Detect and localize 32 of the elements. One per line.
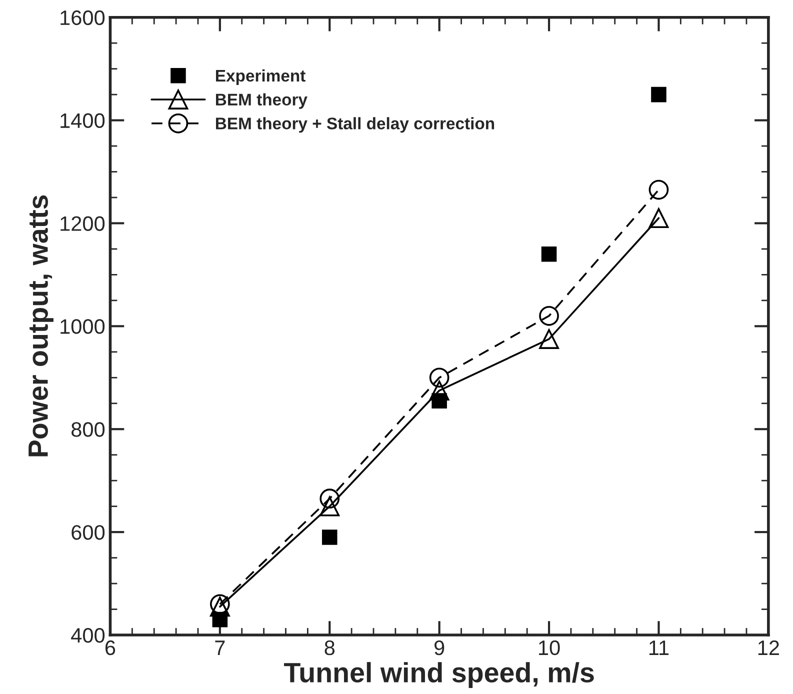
x-tick-label: 8 bbox=[324, 640, 335, 656]
point bbox=[648, 180, 669, 200]
y-tick-label: 1400 bbox=[60, 113, 105, 128]
legend-label: BEM theory + Stall delay correction bbox=[216, 117, 494, 133]
point bbox=[539, 306, 559, 326]
point bbox=[651, 86, 666, 102]
legend-label: BEM theory bbox=[216, 93, 308, 109]
point bbox=[429, 368, 450, 388]
point bbox=[320, 496, 340, 516]
point bbox=[539, 329, 559, 349]
x-tick-label: 9 bbox=[434, 640, 444, 656]
x-axis-title: Tunnel wind speed, m/s bbox=[284, 662, 594, 688]
y-tick-label: 1200 bbox=[60, 216, 105, 231]
point bbox=[432, 393, 447, 408]
point bbox=[648, 208, 669, 228]
y-axis-title: Power output, watts bbox=[28, 195, 54, 456]
point bbox=[320, 488, 340, 509]
y-tick-label: 800 bbox=[72, 422, 105, 437]
x-tick-label: 10 bbox=[539, 640, 560, 656]
x-tick-label: 12 bbox=[758, 640, 779, 655]
legend-label: Experiment bbox=[216, 69, 306, 85]
y-tick-label: 1000 bbox=[60, 319, 105, 334]
y-tick-label: 600 bbox=[72, 525, 105, 540]
x-tick-label: 6 bbox=[105, 640, 116, 656]
point bbox=[212, 612, 228, 628]
y-tick-label: 400 bbox=[71, 628, 105, 643]
point bbox=[322, 530, 338, 545]
x-tick-label: 7 bbox=[215, 640, 225, 655]
point bbox=[541, 246, 557, 262]
point bbox=[429, 380, 450, 400]
x-tick-label: 11 bbox=[649, 640, 669, 655]
y-tick-label: 1600 bbox=[60, 10, 105, 26]
